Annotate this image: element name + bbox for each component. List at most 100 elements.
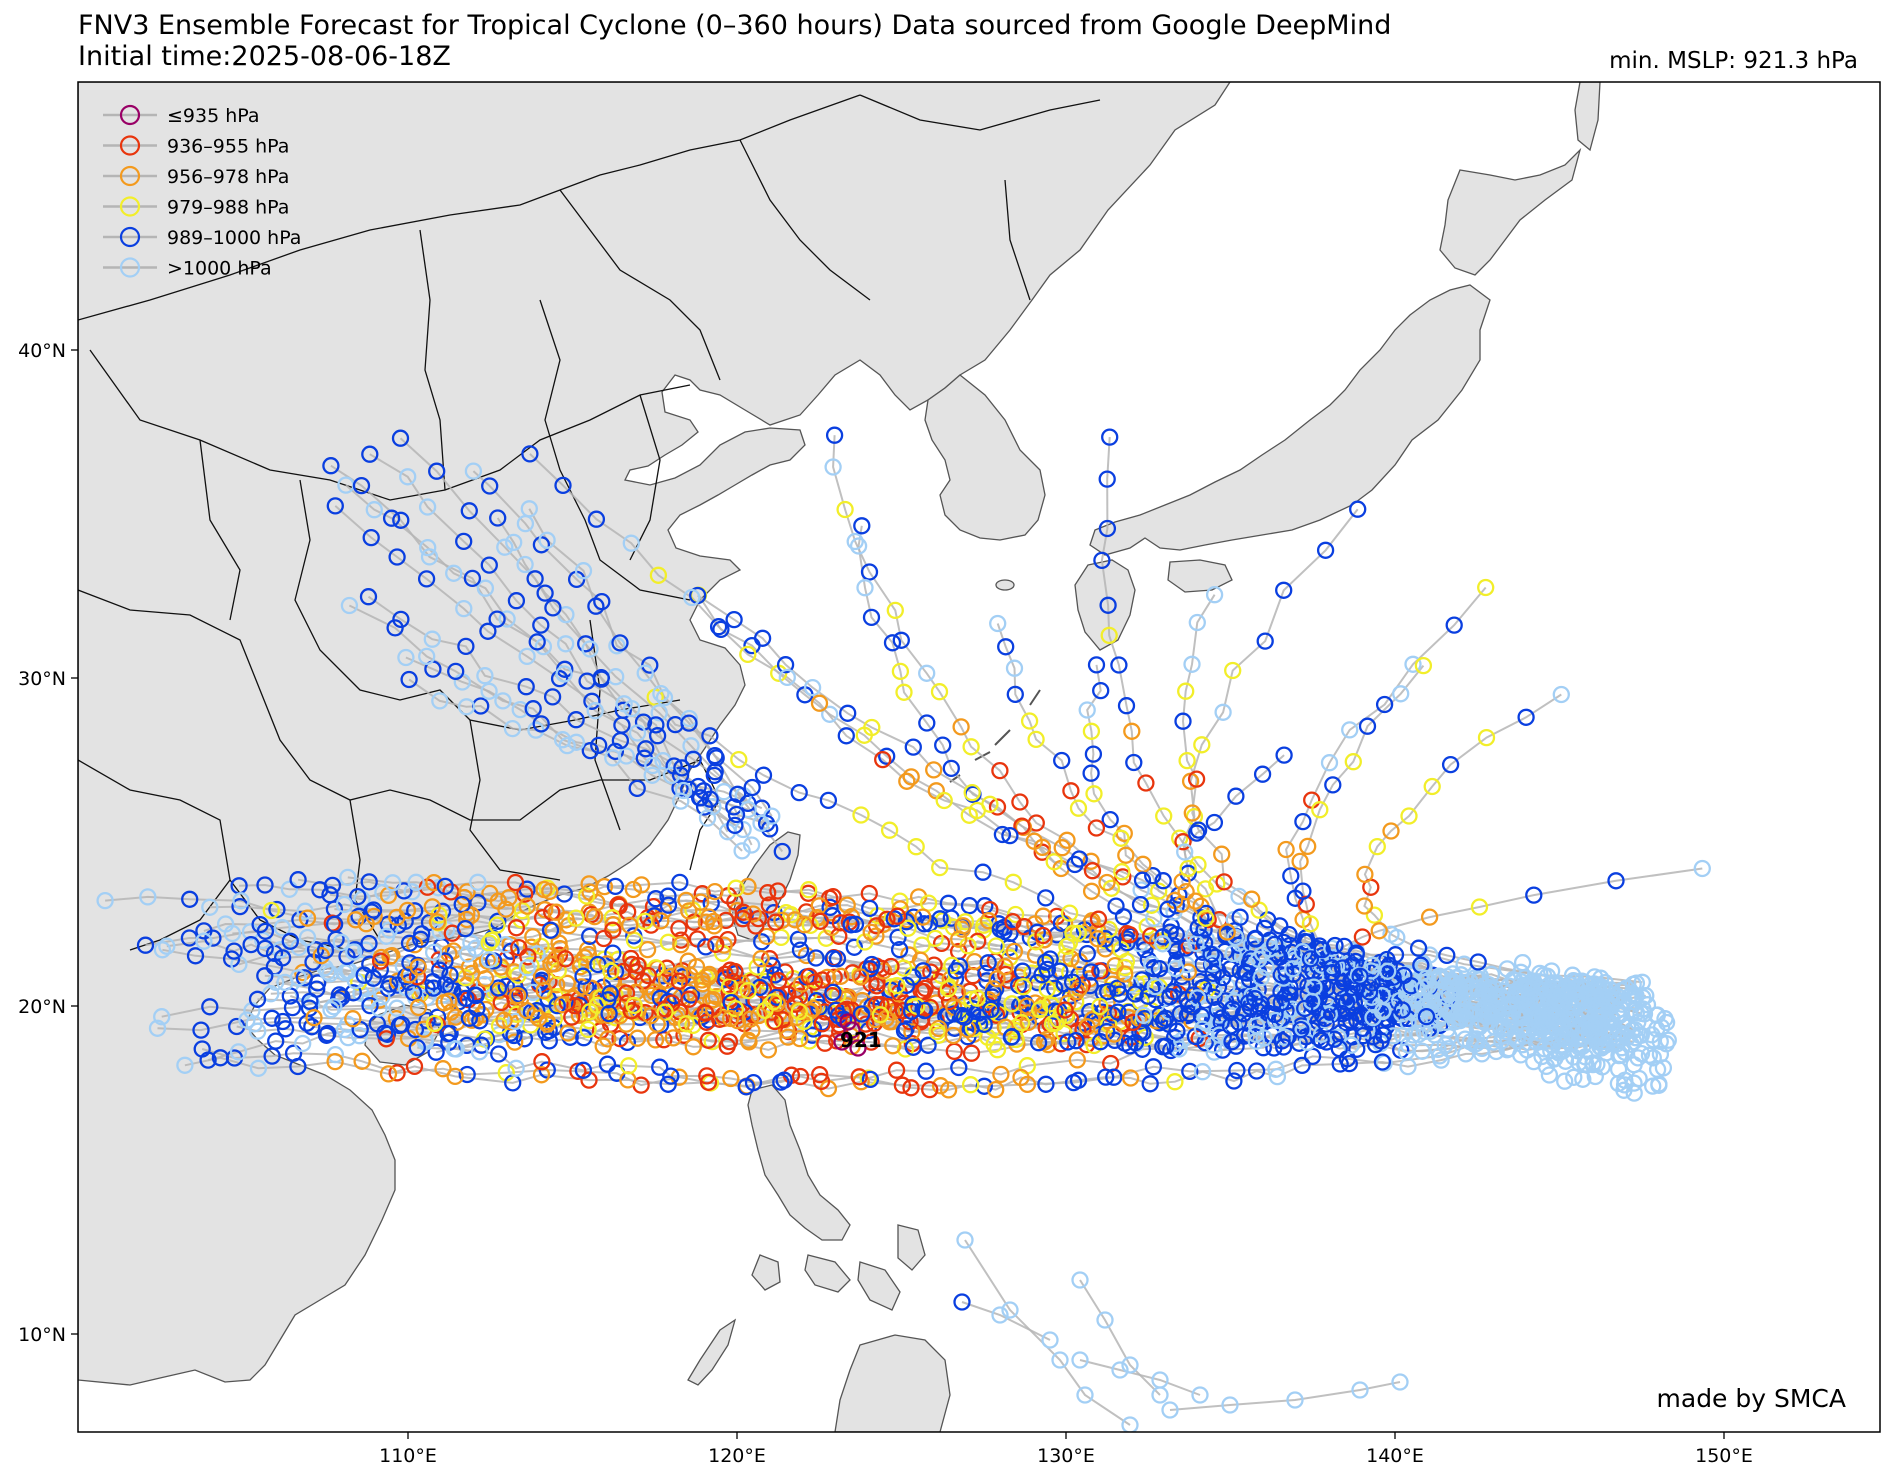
track-point — [801, 916, 820, 935]
track-point — [968, 989, 986, 1007]
track-point — [1252, 968, 1270, 987]
track-point — [598, 1055, 617, 1073]
track-point — [1154, 1012, 1173, 1030]
track-point — [535, 880, 553, 899]
track-point — [1484, 1033, 1503, 1051]
track-point — [488, 916, 506, 934]
track-point — [516, 885, 534, 903]
track-point — [1530, 1024, 1548, 1042]
track-point — [339, 868, 357, 887]
lat-ticks — [71, 349, 78, 1335]
track-point — [1275, 581, 1293, 599]
track-point — [639, 966, 657, 985]
track-point — [1037, 1075, 1055, 1093]
track-point — [1316, 541, 1335, 559]
track-point — [1141, 1075, 1159, 1093]
track-point — [709, 618, 728, 636]
track-point — [326, 1045, 345, 1064]
track-point — [637, 740, 655, 758]
track-point — [344, 1010, 362, 1028]
track-point — [950, 1058, 968, 1077]
track-point — [365, 501, 383, 519]
track-point — [1353, 1019, 1372, 1038]
track-point — [1213, 845, 1231, 863]
track-point — [767, 913, 785, 931]
track-point — [693, 885, 711, 903]
track-point — [1096, 930, 1115, 948]
track-point — [599, 1030, 617, 1048]
track-point — [1537, 1011, 1555, 1029]
track-point — [1393, 1001, 1411, 1019]
track-point — [360, 873, 378, 891]
track-point — [431, 692, 449, 710]
track-point — [838, 896, 856, 914]
track-point — [408, 1038, 426, 1057]
track-point — [601, 984, 619, 1003]
track-point — [352, 476, 371, 495]
track-point — [1174, 712, 1192, 730]
track-point — [812, 1072, 831, 1091]
track-point — [1351, 967, 1369, 985]
track-point — [850, 1068, 868, 1086]
track-point — [557, 635, 575, 653]
track-point — [963, 783, 981, 802]
track-point — [1574, 1037, 1592, 1055]
track-point — [715, 936, 733, 954]
track-point — [789, 930, 808, 948]
track-point — [1420, 908, 1439, 926]
track-point — [409, 998, 428, 1017]
track-point — [803, 678, 822, 697]
track-point — [544, 599, 562, 617]
track-point — [470, 1043, 489, 1061]
track-point — [1544, 1008, 1562, 1027]
track-point — [776, 656, 795, 674]
track-point — [263, 1009, 281, 1027]
track-point — [1445, 975, 1464, 993]
track-point — [312, 946, 330, 965]
track-point — [542, 955, 560, 973]
track-point — [439, 1024, 457, 1043]
track-point — [1468, 1019, 1486, 1037]
track-point — [526, 570, 544, 588]
track-point — [321, 965, 339, 983]
track-point — [727, 805, 746, 824]
track-point — [1046, 979, 1064, 997]
track-point — [1144, 1058, 1163, 1076]
track-point — [1654, 1059, 1673, 1077]
track-point — [975, 1015, 993, 1034]
track-point — [772, 1073, 790, 1091]
track-point — [1023, 964, 1041, 982]
track-point — [1240, 994, 1258, 1012]
visayas-1 — [804, 1254, 851, 1293]
track-point — [440, 992, 458, 1010]
track-point — [811, 912, 829, 930]
track-point — [1593, 988, 1611, 1006]
track-point — [1204, 964, 1222, 982]
track-point — [747, 917, 765, 935]
track-point — [1323, 939, 1341, 958]
track-point — [1342, 1036, 1360, 1054]
track-point — [1609, 1074, 1628, 1093]
track-point — [176, 1056, 194, 1074]
track-point — [1205, 981, 1223, 999]
track-point — [916, 979, 934, 998]
track-point — [1053, 839, 1071, 857]
track-point — [1013, 817, 1031, 835]
track-point — [1111, 1361, 1129, 1379]
track-point — [1197, 904, 1215, 923]
track-point — [231, 897, 249, 916]
track-point — [1333, 1005, 1352, 1023]
land-layer — [78, 82, 1601, 1432]
track-point — [295, 969, 314, 987]
track-point — [1494, 998, 1513, 1016]
shikoku — [1167, 559, 1233, 593]
track-point — [1299, 837, 1317, 856]
track-point — [455, 599, 473, 618]
track-point — [1161, 988, 1179, 1006]
track-point — [1320, 754, 1339, 772]
track-point — [496, 538, 514, 556]
map-frame — [77, 81, 1881, 1433]
track-point — [907, 838, 925, 856]
track-point — [533, 1053, 551, 1071]
track-point — [1256, 632, 1274, 650]
